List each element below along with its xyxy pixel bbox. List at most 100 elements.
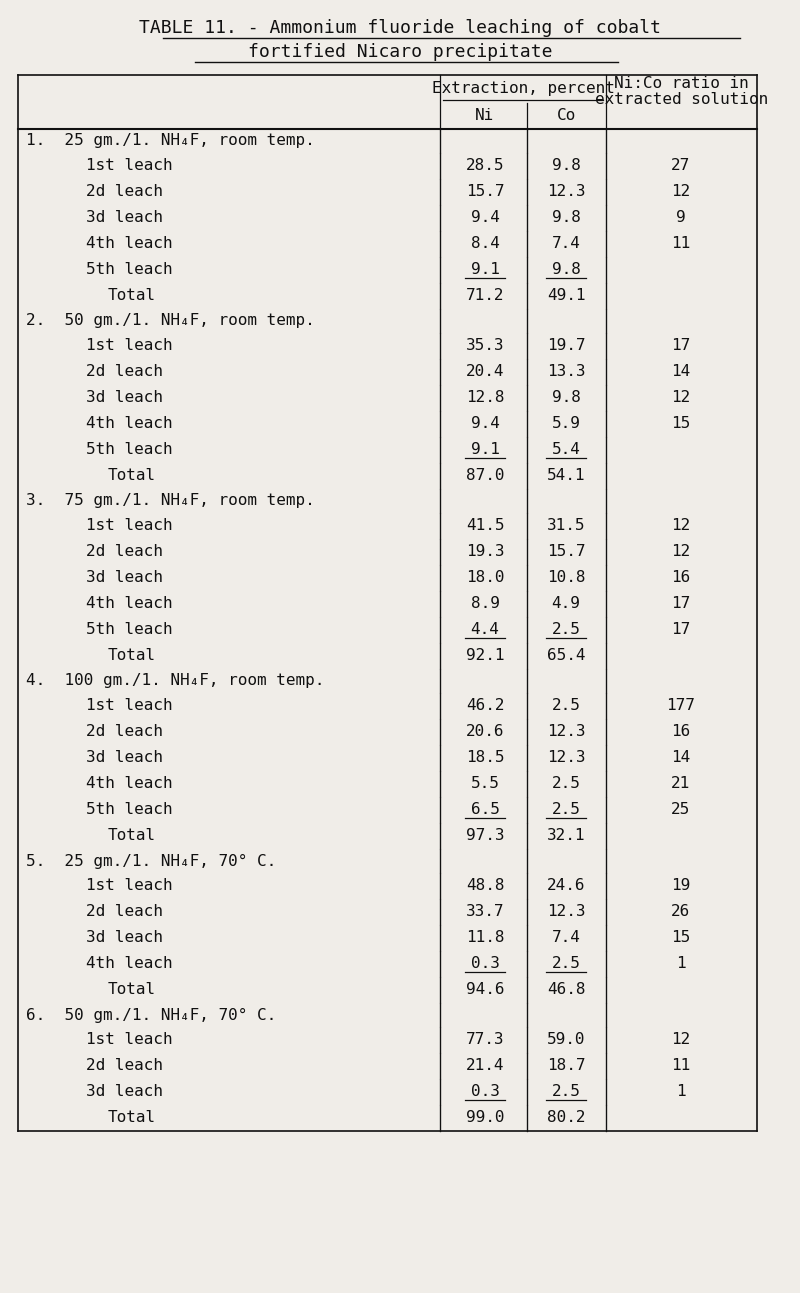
Text: 9.8: 9.8 bbox=[551, 390, 581, 406]
Text: 1st leach: 1st leach bbox=[86, 518, 173, 534]
Text: 99.0: 99.0 bbox=[466, 1111, 504, 1125]
Text: 18.5: 18.5 bbox=[466, 750, 504, 765]
Text: 3.  75 gm./1. NH₄F, room temp.: 3. 75 gm./1. NH₄F, room temp. bbox=[26, 494, 314, 508]
Text: 3d leach: 3d leach bbox=[86, 390, 163, 406]
Text: 59.0: 59.0 bbox=[546, 1033, 586, 1047]
Text: 8.4: 8.4 bbox=[470, 237, 499, 252]
Text: 9.8: 9.8 bbox=[551, 159, 581, 173]
Text: 9.1: 9.1 bbox=[470, 262, 499, 278]
Text: 87.0: 87.0 bbox=[466, 468, 504, 484]
Text: 2.5: 2.5 bbox=[551, 1085, 581, 1099]
Text: 46.8: 46.8 bbox=[546, 983, 586, 997]
Text: 4th leach: 4th leach bbox=[86, 777, 173, 791]
Text: 46.2: 46.2 bbox=[466, 698, 504, 714]
Text: 4.4: 4.4 bbox=[470, 622, 499, 637]
Text: fortified Nicaro precipitate: fortified Nicaro precipitate bbox=[248, 43, 552, 61]
Text: 15.7: 15.7 bbox=[546, 544, 586, 560]
Text: 6.5: 6.5 bbox=[470, 803, 499, 817]
Text: 12.3: 12.3 bbox=[546, 724, 586, 740]
Text: 31.5: 31.5 bbox=[546, 518, 586, 534]
Text: 32.1: 32.1 bbox=[546, 829, 586, 843]
Text: 5th leach: 5th leach bbox=[86, 622, 173, 637]
Text: Total: Total bbox=[108, 829, 156, 843]
Text: 25: 25 bbox=[671, 803, 690, 817]
Text: 3d leach: 3d leach bbox=[86, 570, 163, 586]
Text: 4th leach: 4th leach bbox=[86, 957, 173, 971]
Text: Total: Total bbox=[108, 983, 156, 997]
Text: Extraction, percent: Extraction, percent bbox=[431, 81, 614, 97]
Text: 18.7: 18.7 bbox=[546, 1059, 586, 1073]
Text: Ni:Co ratio in: Ni:Co ratio in bbox=[614, 75, 749, 91]
Text: 2.  50 gm./1. NH₄F, room temp.: 2. 50 gm./1. NH₄F, room temp. bbox=[26, 313, 314, 328]
Text: 14: 14 bbox=[671, 750, 690, 765]
Text: Ni: Ni bbox=[475, 109, 494, 124]
Text: 1st leach: 1st leach bbox=[86, 339, 173, 353]
Text: 4.9: 4.9 bbox=[551, 596, 581, 612]
Text: 12: 12 bbox=[671, 544, 690, 560]
Text: 48.8: 48.8 bbox=[466, 878, 504, 893]
Text: 7.4: 7.4 bbox=[551, 237, 581, 252]
Text: 28.5: 28.5 bbox=[466, 159, 504, 173]
Text: 12: 12 bbox=[671, 390, 690, 406]
Text: 19.7: 19.7 bbox=[546, 339, 586, 353]
Text: Co: Co bbox=[556, 109, 576, 124]
Text: Total: Total bbox=[108, 649, 156, 663]
Text: 4th leach: 4th leach bbox=[86, 416, 173, 432]
Text: 2.5: 2.5 bbox=[551, 698, 581, 714]
Text: TABLE 11. - Ammonium fluoride leaching of cobalt: TABLE 11. - Ammonium fluoride leaching o… bbox=[139, 19, 661, 37]
Text: 97.3: 97.3 bbox=[466, 829, 504, 843]
Text: 3d leach: 3d leach bbox=[86, 931, 163, 945]
Text: 2.5: 2.5 bbox=[551, 803, 581, 817]
Text: 18.0: 18.0 bbox=[466, 570, 504, 586]
Text: 12: 12 bbox=[671, 185, 690, 199]
Text: 4th leach: 4th leach bbox=[86, 596, 173, 612]
Text: 33.7: 33.7 bbox=[466, 905, 504, 919]
Text: 14: 14 bbox=[671, 365, 690, 380]
Text: 41.5: 41.5 bbox=[466, 518, 504, 534]
Text: 0.3: 0.3 bbox=[470, 1085, 499, 1099]
Text: 12: 12 bbox=[671, 1033, 690, 1047]
Text: 5th leach: 5th leach bbox=[86, 442, 173, 458]
Text: 2d leach: 2d leach bbox=[86, 365, 163, 380]
Text: 1.  25 gm./1. NH₄F, room temp.: 1. 25 gm./1. NH₄F, room temp. bbox=[26, 133, 314, 149]
Text: 5th leach: 5th leach bbox=[86, 803, 173, 817]
Text: 3d leach: 3d leach bbox=[86, 750, 163, 765]
Text: 71.2: 71.2 bbox=[466, 288, 504, 304]
Text: 21.4: 21.4 bbox=[466, 1059, 504, 1073]
Text: 10.8: 10.8 bbox=[546, 570, 586, 586]
Text: 20.4: 20.4 bbox=[466, 365, 504, 380]
Text: 7.4: 7.4 bbox=[551, 931, 581, 945]
Text: 2.5: 2.5 bbox=[551, 957, 581, 971]
Text: 35.3: 35.3 bbox=[466, 339, 504, 353]
Text: 12.3: 12.3 bbox=[546, 750, 586, 765]
Text: 12.3: 12.3 bbox=[546, 905, 586, 919]
Text: Total: Total bbox=[108, 288, 156, 304]
Text: 21: 21 bbox=[671, 777, 690, 791]
Text: 24.6: 24.6 bbox=[546, 878, 586, 893]
Text: 3d leach: 3d leach bbox=[86, 211, 163, 225]
Text: 77.3: 77.3 bbox=[466, 1033, 504, 1047]
Text: 9.8: 9.8 bbox=[551, 211, 581, 225]
Text: 94.6: 94.6 bbox=[466, 983, 504, 997]
Text: 19: 19 bbox=[671, 878, 690, 893]
Text: 6.  50 gm./1. NH₄F, 70° C.: 6. 50 gm./1. NH₄F, 70° C. bbox=[26, 1007, 276, 1023]
Text: 17: 17 bbox=[671, 622, 690, 637]
Text: 12.8: 12.8 bbox=[466, 390, 504, 406]
Text: 92.1: 92.1 bbox=[466, 649, 504, 663]
Text: Total: Total bbox=[108, 1111, 156, 1125]
Text: 4th leach: 4th leach bbox=[86, 237, 173, 252]
Text: 1st leach: 1st leach bbox=[86, 1033, 173, 1047]
Text: 9: 9 bbox=[676, 211, 686, 225]
Text: 9.1: 9.1 bbox=[470, 442, 499, 458]
Text: Total: Total bbox=[108, 468, 156, 484]
Text: 26: 26 bbox=[671, 905, 690, 919]
Text: 2.5: 2.5 bbox=[551, 777, 581, 791]
Text: 19.3: 19.3 bbox=[466, 544, 504, 560]
Text: 16: 16 bbox=[671, 570, 690, 586]
Text: 1st leach: 1st leach bbox=[86, 698, 173, 714]
Text: 0.3: 0.3 bbox=[470, 957, 499, 971]
Text: 17: 17 bbox=[671, 339, 690, 353]
Text: 9.8: 9.8 bbox=[551, 262, 581, 278]
Text: 2d leach: 2d leach bbox=[86, 724, 163, 740]
Text: 12: 12 bbox=[671, 518, 690, 534]
